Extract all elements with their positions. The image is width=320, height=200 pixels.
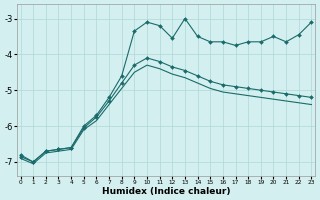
X-axis label: Humidex (Indice chaleur): Humidex (Indice chaleur) — [102, 187, 230, 196]
